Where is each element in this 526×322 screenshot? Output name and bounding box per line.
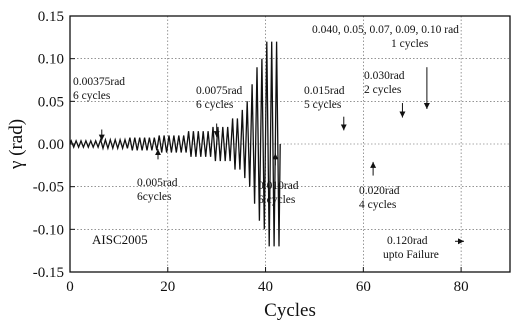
annotation-text: 0.00375rad bbox=[73, 76, 125, 88]
x-tick-label: 80 bbox=[454, 279, 469, 295]
annotation: 0.010rad 6 cycles bbox=[258, 153, 299, 206]
plot-frame bbox=[69, 15, 511, 273]
annotation-text: 2 cycles bbox=[364, 84, 402, 96]
annotation: 0.00375rad 6 cycles bbox=[73, 76, 125, 141]
annotation-text: 4 cycles bbox=[359, 199, 397, 211]
annotations: 0.00375rad 6 cycles 0.005rad 6cycles 0.0075r… bbox=[73, 24, 464, 261]
annotation-text: 1 cycles bbox=[391, 38, 429, 50]
annotation-text: 0.120rad bbox=[387, 235, 428, 247]
annotation: 0.015rad 5 cycles bbox=[304, 85, 347, 131]
annotation-text: 0.020rad bbox=[359, 185, 400, 197]
annotation-text: 0.030rad bbox=[364, 70, 405, 82]
y-tick-label: -0.10 bbox=[33, 222, 64, 238]
x-tick-label: 0 bbox=[66, 279, 74, 295]
annotation-text: 0.0075rad bbox=[196, 85, 243, 97]
y-tick-label: -0.05 bbox=[33, 180, 64, 196]
annotation-text: 0.015rad bbox=[304, 85, 345, 97]
x-tick-label: 40 bbox=[258, 279, 273, 295]
y-tick-label: 0.05 bbox=[38, 94, 64, 110]
annotation: 0.0075rad 6 cycles bbox=[196, 85, 243, 138]
y-tick-label: 0.15 bbox=[38, 9, 64, 25]
y-axis-title: γ (rad) bbox=[6, 119, 27, 170]
series-line-loading-history bbox=[69, 41, 281, 247]
annotation-text: 0.005rad bbox=[137, 177, 178, 189]
grid-lines bbox=[69, 15, 510, 273]
annotation-text: 0.010rad bbox=[258, 180, 299, 192]
annotation-text: 6 cycles bbox=[73, 90, 111, 102]
protocol-label: AISC2005 bbox=[92, 232, 148, 247]
annotation-text: 5 cycles bbox=[304, 99, 342, 111]
y-tick-label: 0.00 bbox=[38, 137, 64, 153]
x-axis-title: Cycles bbox=[264, 300, 316, 321]
x-tick-label: 20 bbox=[160, 279, 175, 295]
annotation-text: upto Failure bbox=[383, 249, 439, 261]
tick-labels: 0 20 40 60 80 0.15 0.10 0.05 0.00 -0.05 -0.10 -0.15 bbox=[33, 9, 469, 295]
annotation-text: 6 cycles bbox=[196, 99, 234, 111]
annotation-text: 0.040, 0.05, 0.07, 0.09, 0.10 rad bbox=[312, 24, 459, 36]
annotation: 0.005rad 6cycles bbox=[137, 149, 178, 203]
annotation: 0.040, 0.05, 0.07, 0.09, 0.10 rad 1 cycle… bbox=[312, 24, 459, 110]
annotation-text: 6cycles bbox=[137, 191, 172, 203]
annotation: 0.030rad 2 cycles bbox=[364, 70, 406, 118]
y-tick-label: 0.10 bbox=[38, 52, 64, 68]
annotation-text: 6 cycles bbox=[258, 194, 296, 206]
annotation: 0.120rad upto Failure bbox=[383, 235, 464, 261]
series-layer bbox=[69, 41, 281, 247]
y-tick-label: -0.15 bbox=[33, 265, 64, 281]
x-tick-label: 60 bbox=[356, 279, 371, 295]
annotation: 0.020rad 4 cycles bbox=[359, 161, 400, 211]
